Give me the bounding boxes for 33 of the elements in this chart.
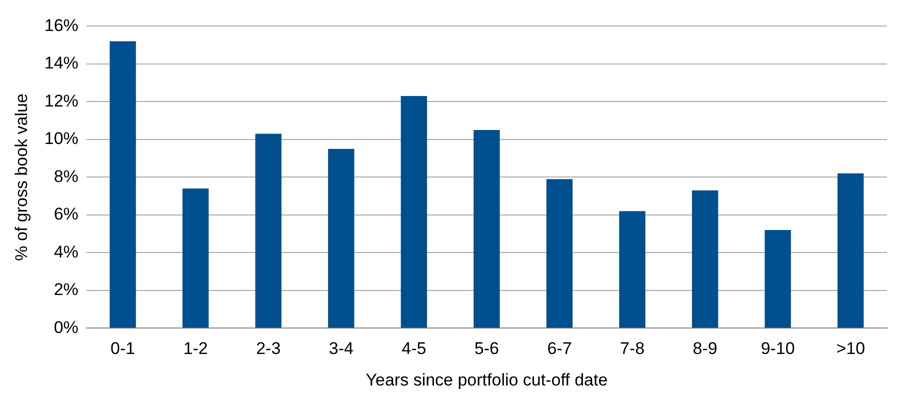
bar <box>400 96 428 328</box>
y-tick-label: 12% <box>44 91 78 110</box>
x-tick-label: 9-10 <box>760 339 795 358</box>
bar <box>764 230 791 328</box>
bar <box>546 179 573 328</box>
x-tick-label: 5-6 <box>474 339 499 358</box>
y-tick-label: 8% <box>54 166 78 186</box>
y-tick-label: 2% <box>54 280 78 300</box>
bar <box>692 190 718 328</box>
bar <box>182 188 209 328</box>
y-tick-label: 6% <box>54 204 78 224</box>
x-tick-label: 0-1 <box>110 339 136 358</box>
x-axis-title: Years since portfolio cut-off date <box>366 370 608 390</box>
bar <box>474 130 500 328</box>
y-tick-label: 16% <box>44 16 78 35</box>
bar <box>328 148 354 328</box>
x-tick-label: 4-5 <box>402 339 426 358</box>
x-tick-label: 2-3 <box>256 339 281 358</box>
y-axis-title: % of gross book value <box>12 94 31 261</box>
x-tick-label: 8-9 <box>692 339 718 358</box>
x-tick-label: 1-2 <box>183 339 208 358</box>
bar <box>838 173 864 328</box>
y-tick-label: 10% <box>44 129 78 148</box>
bar <box>110 41 136 328</box>
y-tick-label: 4% <box>54 242 78 262</box>
bar <box>619 211 646 328</box>
bar <box>255 134 282 328</box>
x-tick-label: 6-7 <box>547 339 572 358</box>
y-tick-label: 14% <box>44 54 78 73</box>
x-tick-label: 7-8 <box>620 339 645 358</box>
x-tick-label: >10 <box>836 339 866 358</box>
y-tick-label: 0% <box>54 318 78 337</box>
x-tick-label: 3-4 <box>328 339 354 358</box>
